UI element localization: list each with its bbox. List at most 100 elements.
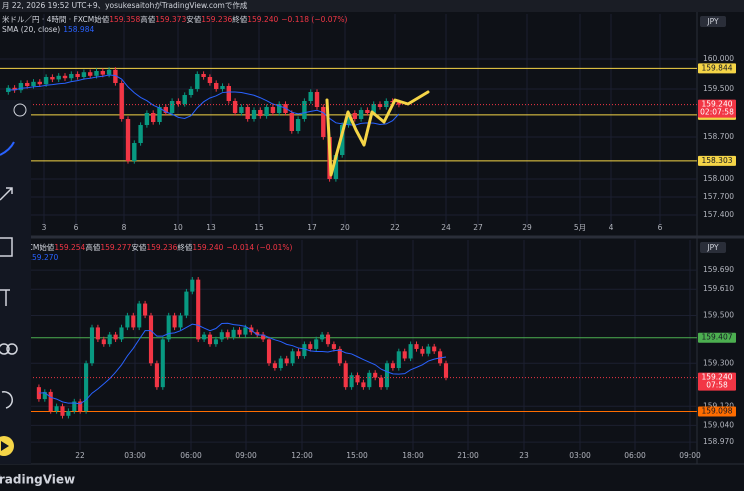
currency-button[interactable] — [700, 16, 726, 27]
candle-body — [18, 83, 24, 91]
y-tick-label: 159.300 — [703, 358, 734, 367]
candle-body — [258, 110, 263, 117]
x-tick-label: 10 — [173, 223, 183, 232]
candle-body — [352, 113, 358, 120]
x-tick-label: 27 — [473, 223, 483, 232]
candle-body — [66, 411, 71, 416]
level-box — [698, 406, 736, 417]
legend-item: 159.254 — [54, 243, 85, 252]
tool-icon[interactable] — [0, 187, 13, 201]
candle-body — [201, 74, 206, 78]
candle-body — [276, 104, 282, 114]
candle-body — [278, 358, 283, 369]
candle-body — [107, 334, 112, 345]
footer — [0, 465, 744, 491]
candle-body — [12, 87, 17, 91]
sma-name: SMA (20, close) — [2, 25, 60, 34]
legend-item: 米ドル／円 · 4時間 · FXCM — [2, 14, 94, 24]
tool-icon[interactable] — [6, 343, 18, 355]
x-tick-label: 5月 — [574, 223, 586, 232]
candle-body — [390, 363, 395, 369]
candle-body — [339, 125, 345, 156]
candle-body — [143, 303, 148, 316]
tool-icon[interactable] — [1, 391, 13, 409]
legend-item: 終値 — [177, 242, 192, 252]
candle-body — [289, 113, 295, 132]
level-label: 159.407 — [701, 333, 732, 342]
candle-body — [95, 327, 100, 340]
candle-body — [349, 375, 354, 388]
candle-body — [24, 83, 30, 87]
candle-body — [308, 344, 313, 349]
y-tick-label: 159.120 — [703, 401, 734, 410]
candle-body — [402, 351, 407, 359]
candle-body — [150, 113, 156, 123]
candle-body — [361, 382, 366, 388]
candle-body — [225, 332, 230, 337]
candle-body — [302, 101, 307, 120]
toolbar — [0, 100, 31, 464]
candle-body — [190, 279, 195, 292]
countdown: 07:58 — [706, 381, 728, 390]
candle-body — [384, 363, 390, 388]
candle-body — [84, 363, 89, 412]
candle-body — [195, 74, 200, 90]
x-tick-label: 22 — [390, 223, 400, 232]
tool-icon[interactable] — [0, 141, 15, 156]
candle-body — [266, 339, 272, 364]
candle-body — [166, 315, 171, 340]
candle-body — [373, 372, 378, 378]
sma-value: 158.984 — [63, 25, 94, 34]
candle-body — [119, 83, 124, 120]
candle-body — [106, 69, 112, 75]
candle-body — [226, 86, 232, 102]
candle-body — [54, 406, 59, 412]
candle-body — [100, 71, 106, 75]
legend-item: −0.118 (−0.07%) — [281, 15, 347, 24]
candle-body — [72, 401, 77, 412]
countdown: 02:07:58 — [700, 108, 734, 117]
candle-body — [31, 81, 36, 87]
candle-body — [414, 344, 419, 349]
candle-body — [232, 101, 238, 114]
candle-body — [377, 104, 383, 108]
candle-body — [202, 334, 207, 340]
x-tick-label: 09:00 — [679, 451, 701, 460]
level-label: 158.303 — [701, 156, 732, 165]
x-tick-label: 13 — [206, 223, 216, 232]
x-tick-label: 24 — [441, 223, 451, 232]
tool-icon[interactable] — [0, 343, 10, 355]
candle-body — [365, 110, 370, 114]
legend-item: 高値 — [85, 242, 100, 252]
tool-icon[interactable] — [0, 237, 13, 257]
legend-item: 安値 — [186, 14, 201, 24]
candle-body — [160, 339, 165, 388]
candle-body — [132, 143, 137, 162]
x-tick-label: 03:00 — [124, 451, 146, 460]
candle-body — [119, 327, 124, 340]
candle-body — [172, 315, 177, 328]
y-tick-label: 157.400 — [703, 210, 734, 219]
currency-button[interactable] — [700, 242, 726, 253]
candle-body — [81, 72, 87, 78]
candle-body — [346, 113, 351, 126]
candle-body — [213, 339, 218, 345]
tool-icon[interactable] — [13, 103, 27, 117]
tool-icon[interactable] — [0, 289, 10, 306]
sma-legend: SMA (20, close) 158.984 — [2, 25, 94, 34]
candle-body — [42, 391, 47, 400]
candle-body — [154, 363, 159, 388]
candle-body — [295, 119, 301, 132]
candle-body — [333, 155, 339, 180]
y-tick-label: 158.000 — [703, 174, 734, 183]
x-tick-label: 22 — [75, 451, 85, 460]
candle-body — [302, 344, 307, 357]
candle-body — [196, 279, 201, 340]
y-tick-label: 160.000 — [703, 54, 734, 63]
candle-body — [290, 351, 295, 364]
candle-body — [355, 375, 360, 383]
candle-body — [237, 329, 242, 335]
candle-body — [213, 83, 219, 90]
legend-item: 高値 — [140, 14, 155, 24]
